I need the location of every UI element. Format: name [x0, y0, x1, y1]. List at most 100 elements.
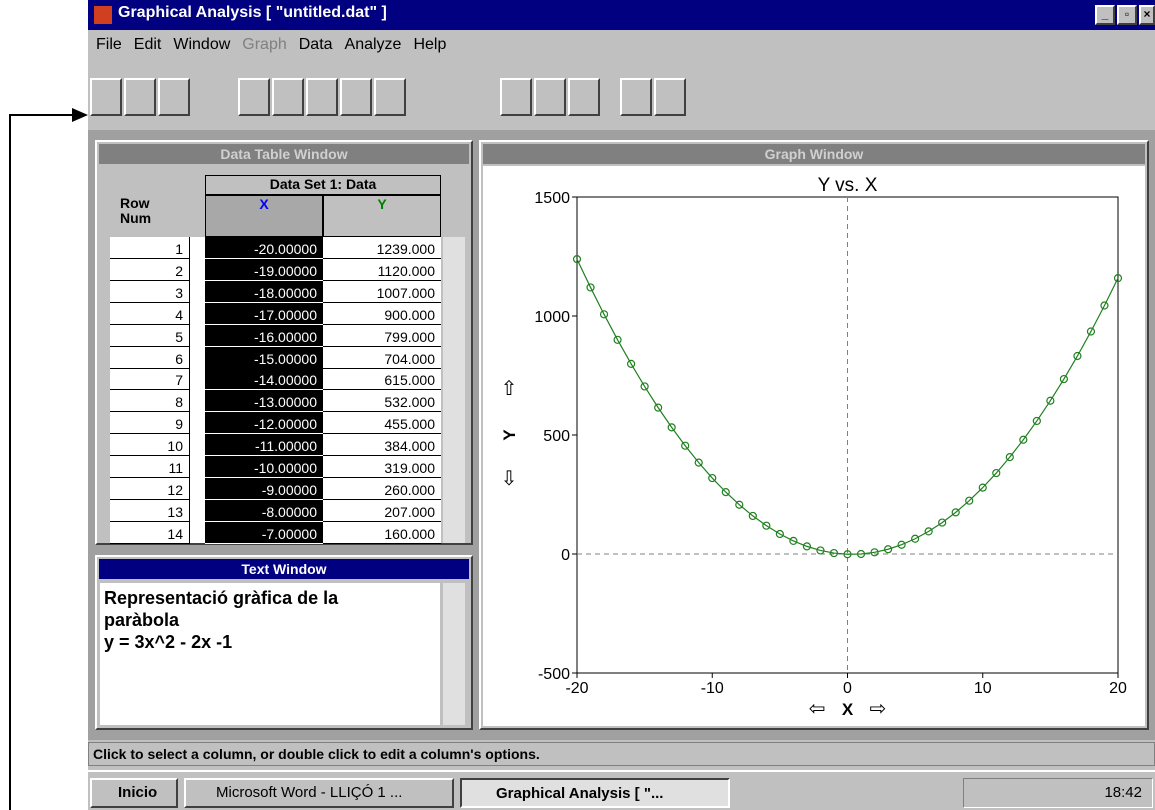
- window-title: Text Window: [99, 559, 469, 579]
- table-cell[interactable]: -11.00000: [205, 434, 323, 457]
- toolbar-button[interactable]: [620, 78, 652, 116]
- column-header[interactable]: X: [205, 195, 323, 237]
- menu-bar: File Edit Window Graph Data Analyze Help: [88, 36, 1155, 64]
- table-cell[interactable]: -13.00000: [205, 390, 323, 413]
- table-cell[interactable]: -19.00000: [205, 258, 323, 281]
- data-point: [924, 527, 933, 536]
- table-cell[interactable]: 1007.000: [323, 281, 441, 303]
- scrollbar[interactable]: [443, 583, 465, 725]
- table-cell[interactable]: 160.000: [323, 522, 441, 544]
- data-point: [829, 548, 839, 558]
- toolbar-button[interactable]: [306, 78, 338, 116]
- toolbar-button[interactable]: [158, 78, 190, 116]
- toolbar-button[interactable]: [238, 78, 270, 116]
- text-content[interactable]: Representació gràfica de la paràbola y = 3…: [100, 583, 440, 725]
- table-cell[interactable]: 1239.000: [323, 237, 441, 259]
- pointer-arrow: [9, 108, 88, 810]
- table-cell[interactable]: -20.00000: [205, 237, 323, 259]
- data-point: [654, 403, 663, 412]
- data-point: [681, 441, 690, 450]
- chart-title: Y vs. X: [818, 175, 878, 196]
- data-point: [897, 540, 906, 549]
- menu-item[interactable]: Help: [413, 36, 447, 53]
- table-cell[interactable]: 900.000: [323, 303, 441, 325]
- x-axis-label: X: [842, 700, 854, 719]
- table-cell[interactable]: -17.00000: [205, 302, 323, 325]
- scrollbar[interactable]: [443, 237, 465, 543]
- start-button[interactable]: Inicio: [90, 778, 178, 808]
- graph-area: [483, 166, 1145, 726]
- table-cell[interactable]: -12.00000: [205, 412, 323, 435]
- data-point: [911, 534, 920, 543]
- menu-item[interactable]: Edit: [133, 36, 162, 53]
- data-point: [748, 511, 757, 521]
- data-point: [572, 255, 582, 264]
- minimize[interactable]: _: [1095, 5, 1115, 25]
- data-point: [599, 310, 609, 319]
- text-line: paràbola: [104, 610, 180, 630]
- menu-item[interactable]: Data: [298, 36, 333, 53]
- toolbar-button[interactable]: [374, 78, 406, 116]
- table-cell[interactable]: 455.000: [323, 412, 441, 435]
- toolbar-button[interactable]: [272, 78, 304, 116]
- table-cell[interactable]: -16.00000: [205, 324, 323, 347]
- table-cell[interactable]: 704.000: [323, 347, 441, 369]
- table-cell[interactable]: 260.000: [323, 478, 441, 500]
- menu-item[interactable]: Graph: [242, 36, 287, 53]
- table-cell[interactable]: -10.00000: [205, 456, 323, 478]
- table-cell[interactable]: -7.00000: [205, 521, 323, 544]
- menu-item[interactable]: Window: [173, 36, 231, 53]
- maximize[interactable]: ▫: [1117, 5, 1137, 25]
- table-cell[interactable]: -8.00000: [205, 499, 323, 522]
- table-cell[interactable]: -9.00000: [205, 477, 323, 500]
- table-cell: 9: [110, 412, 190, 435]
- axis-arrow: ⇩: [501, 468, 518, 490]
- table-cell[interactable]: -14.00000: [205, 368, 323, 391]
- data-point: [1113, 274, 1123, 283]
- toolbar-button[interactable]: [654, 78, 686, 116]
- table-cell[interactable]: 207.000: [323, 500, 441, 522]
- table-cell: 12: [110, 477, 190, 500]
- axis-arrow: ⇨: [870, 698, 887, 720]
- table-cell[interactable]: -18.00000: [205, 280, 323, 303]
- data-point: [1073, 351, 1082, 361]
- table-cell[interactable]: 384.000: [323, 434, 441, 457]
- x-tick-label: 0: [843, 680, 852, 697]
- table-cell: 6: [110, 346, 190, 369]
- table-cell[interactable]: 532.000: [323, 390, 441, 413]
- row-header-text: Row: [120, 195, 150, 211]
- table-cell[interactable]: 615.000: [323, 368, 441, 391]
- status-bar: Click to select a column, or double clic…: [88, 742, 1155, 766]
- data-point: [856, 549, 866, 559]
- task-button[interactable]: Graphical Analysis [ "...: [460, 778, 730, 808]
- column-header[interactable]: Y: [323, 195, 441, 237]
- menu-item[interactable]: File: [96, 36, 122, 53]
- graph-window: Graph Window: [479, 140, 1149, 730]
- close[interactable]: ×: [1139, 5, 1155, 25]
- table-cell[interactable]: -15.00000: [205, 346, 323, 369]
- toolbar-button[interactable]: [500, 78, 532, 116]
- table-cell: 14: [110, 521, 190, 544]
- data-point: [843, 550, 852, 559]
- data-point: [667, 423, 676, 432]
- table-cell: 10: [110, 434, 190, 457]
- data-line: [576, 258, 1119, 555]
- toolbar-button[interactable]: [90, 78, 122, 116]
- table-cell[interactable]: 319.000: [323, 456, 441, 478]
- data-point: [1032, 416, 1041, 426]
- toolbar-button[interactable]: [534, 78, 566, 116]
- y-tick-label: -500: [538, 666, 570, 683]
- data-point: [640, 382, 649, 391]
- data-point: [965, 496, 974, 505]
- task-button[interactable]: Microsoft Word - LLIÇÓ 1 ...: [184, 778, 454, 808]
- table-cell[interactable]: 799.000: [323, 325, 441, 347]
- table-cell: 13: [110, 499, 190, 522]
- clock: 18:42: [963, 778, 1153, 808]
- toolbar-button[interactable]: [340, 78, 372, 116]
- table-cell: 4: [110, 302, 190, 325]
- toolbar-button[interactable]: [124, 78, 156, 116]
- menu-item[interactable]: Analyze: [344, 36, 402, 53]
- app-icon: [94, 6, 112, 24]
- toolbar-button[interactable]: [568, 78, 600, 116]
- table-cell[interactable]: 1120.000: [323, 259, 441, 281]
